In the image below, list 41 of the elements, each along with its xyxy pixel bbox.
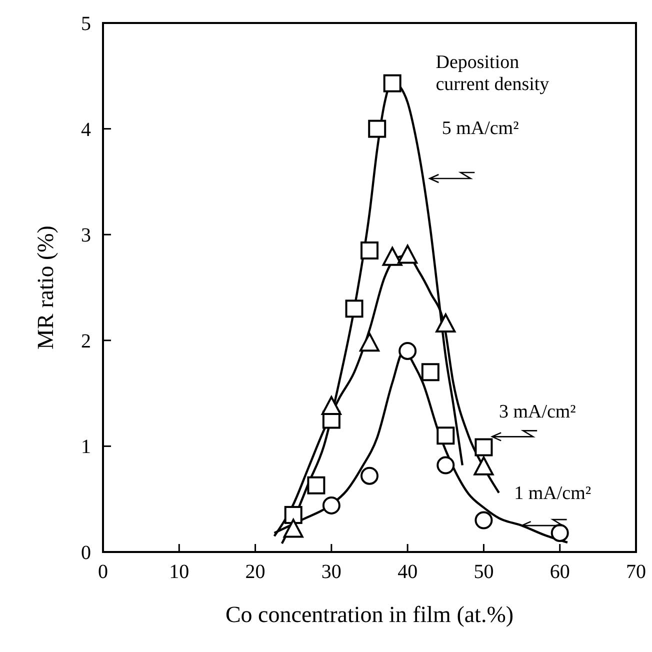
y-tick-label: 2 <box>81 330 91 352</box>
point <box>345 300 364 318</box>
y-tick-label: 3 <box>81 224 91 247</box>
point <box>382 246 402 266</box>
x-tick-label: 40 <box>398 561 418 583</box>
point <box>398 342 417 360</box>
point <box>436 314 456 333</box>
point <box>360 241 378 260</box>
annotation: 3 mA/cm² <box>498 402 576 423</box>
point <box>421 363 440 382</box>
x-tick-label: 30 <box>321 561 342 583</box>
point <box>284 506 302 524</box>
x-tick-label: 60 <box>550 561 570 583</box>
x-tick-label: 50 <box>474 561 494 583</box>
annotation: 1 mA/cm² <box>514 483 592 504</box>
y-tick-label: 5 <box>81 13 91 35</box>
point <box>322 496 340 514</box>
point <box>436 426 455 445</box>
point <box>321 396 342 416</box>
point <box>474 456 494 476</box>
point <box>360 466 378 485</box>
point <box>307 476 326 494</box>
point <box>436 456 455 474</box>
point <box>474 438 493 456</box>
x-tick-label: 10 <box>169 561 190 583</box>
x-tick-label: 0 <box>98 561 108 583</box>
x-axis-title: Co concentration in film (at.%) <box>225 602 514 627</box>
y-tick-label: 4 <box>81 118 91 141</box>
point <box>474 511 493 530</box>
y-tick-label: 0 <box>81 542 91 564</box>
point <box>383 74 402 92</box>
annotation: 5 mA/cm² <box>442 118 520 140</box>
annotation: Deposition current density <box>436 52 550 95</box>
point <box>398 244 418 264</box>
x-tick-label: 20 <box>245 561 266 583</box>
y-tick-label: 1 <box>81 436 91 458</box>
y-axis-title: MR ratio (%) <box>33 226 58 350</box>
point <box>283 518 304 538</box>
x-tick-label: 70 <box>626 561 646 583</box>
point <box>368 120 386 138</box>
point <box>360 332 380 352</box>
